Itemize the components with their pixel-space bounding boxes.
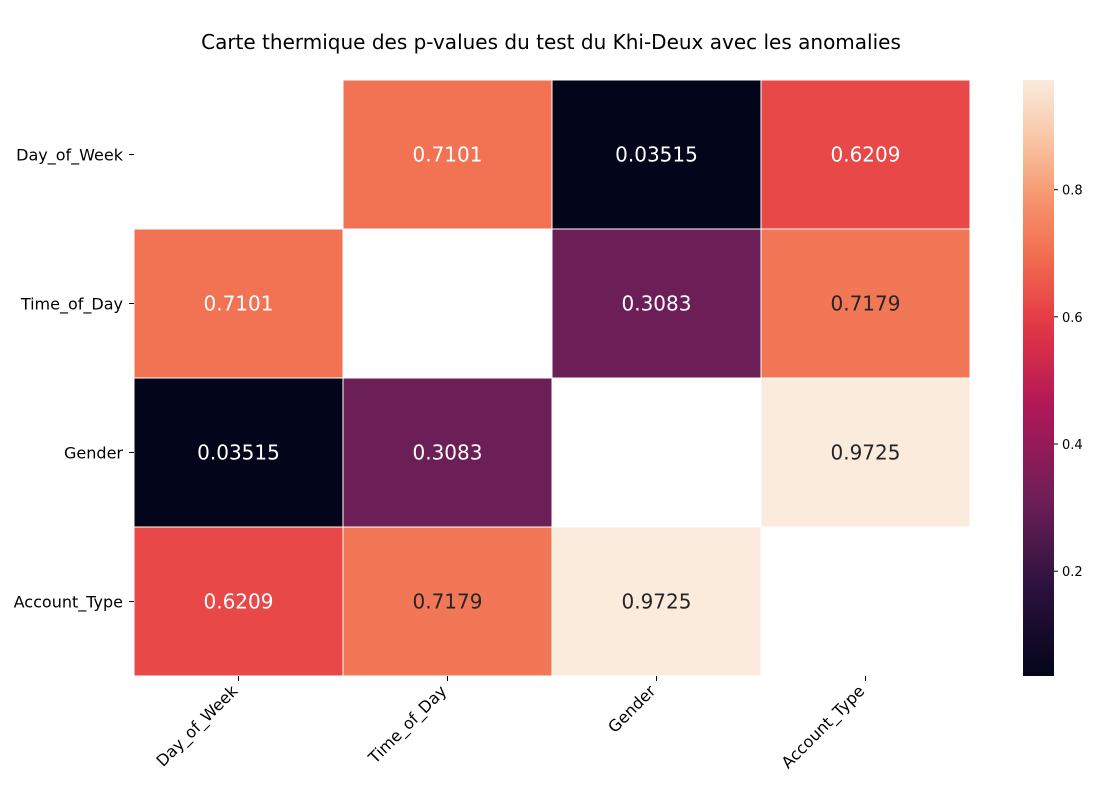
- heatmap-cell: [133, 526, 344, 677]
- x-axis-labels: Day_of_Week Time_of_Day Gender Account_Type: [152, 676, 869, 773]
- x-tick-label: Time_of_Day: [364, 681, 451, 768]
- heatmap-cell: [760, 228, 971, 379]
- y-tick-label: Day_of_Week: [16, 146, 124, 166]
- cell-value-label: 0.3083: [622, 292, 692, 316]
- cell-value-label: 0.03515: [615, 143, 698, 167]
- colorbar-tick-label: 0.6: [1062, 311, 1083, 326]
- chart-title: Carte thermique des p-values du test du …: [201, 30, 901, 54]
- heatmap-cell: [342, 79, 553, 230]
- heatmap-cell: [133, 377, 344, 528]
- y-tick-label: Gender: [64, 444, 123, 463]
- heatmap-cell: [760, 79, 971, 230]
- cell-value-label: 0.6209: [204, 590, 274, 614]
- heatmap-cell: [133, 228, 344, 379]
- heatmap-cell: [760, 377, 971, 528]
- heatmap-cell: [342, 377, 553, 528]
- colorbar-gradient: [1023, 80, 1054, 676]
- heatmap-cell: [551, 228, 762, 379]
- cell-value-label: 0.3083: [413, 441, 483, 465]
- cell-value-label: 0.7101: [204, 292, 274, 316]
- cell-value-label: 0.6209: [831, 143, 901, 167]
- cell-value-label: 0.03515: [197, 441, 280, 465]
- cell-value-label: 0.9725: [622, 590, 692, 614]
- colorbar-tick-label: 0.8: [1062, 184, 1083, 199]
- cell-value-label: 0.7179: [831, 292, 901, 316]
- cell-value-label: 0.7101: [413, 143, 483, 167]
- colorbar-tick-label: 0.4: [1062, 438, 1083, 453]
- x-tick-label: Day_of_Week: [152, 681, 242, 771]
- colorbar-tick-label: 0.2: [1062, 565, 1083, 580]
- x-tick-label: Gender: [604, 681, 659, 736]
- heatmap-cell: [551, 526, 762, 677]
- x-tick-label: Account_Type: [778, 681, 869, 772]
- y-tick-label: Time_of_Day: [20, 295, 123, 315]
- cell-value-label: 0.9725: [831, 441, 901, 465]
- heatmap-cells: 0.7101 0.03515 0.6209 0.7101 0.3083 0.7179 0.0…: [133, 79, 971, 677]
- cell-value-label: 0.7179: [413, 590, 483, 614]
- y-axis-labels: Day_of_Week Time_of_Day Gender Account_Type: [14, 146, 134, 613]
- y-tick-label: Account_Type: [14, 593, 123, 613]
- colorbar: 0.2 0.4 0.6 0.8: [1023, 80, 1083, 676]
- heatmap-cell: [551, 79, 762, 230]
